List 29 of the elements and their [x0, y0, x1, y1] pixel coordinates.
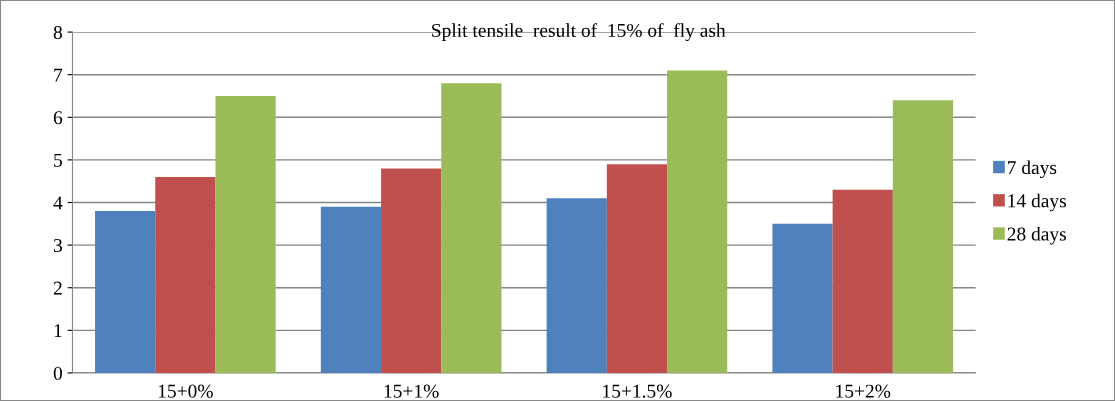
y-tick-label: 1 — [54, 324, 62, 338]
y-tick-label: 7 — [54, 68, 63, 82]
bar — [95, 211, 156, 373]
y-tick-label: 0 — [53, 366, 63, 380]
bar — [320, 206, 382, 373]
legend-label: 14 days — [1008, 193, 1066, 212]
bar — [215, 95, 276, 373]
bar — [546, 198, 607, 373]
bar — [381, 168, 442, 373]
bar — [832, 189, 893, 373]
y-tick-label: 8 — [53, 25, 63, 40]
bar — [155, 176, 216, 373]
legend-label: 7 days — [1008, 160, 1057, 179]
y-tick-label: 2 — [53, 281, 62, 295]
bar — [892, 100, 954, 373]
x-tick-label: 15+0% — [158, 384, 213, 398]
y-tick-label: 4 — [53, 196, 63, 210]
chart-title: Split tensile result of 15% of fly ash — [432, 23, 726, 42]
legend-label: 28 days — [1007, 226, 1066, 245]
bar — [772, 223, 833, 373]
y-tick-label: 3 — [53, 238, 62, 253]
bar — [667, 70, 728, 373]
y-tick-label: 6 — [53, 111, 63, 125]
x-tick-label: 15+1% — [384, 384, 439, 398]
bar — [606, 164, 668, 373]
y-tick-label: 5 — [54, 153, 62, 167]
x-tick-label: 15+2% — [836, 384, 891, 398]
x-tick-label: 15+1.5% — [603, 384, 672, 398]
bar — [441, 83, 502, 373]
